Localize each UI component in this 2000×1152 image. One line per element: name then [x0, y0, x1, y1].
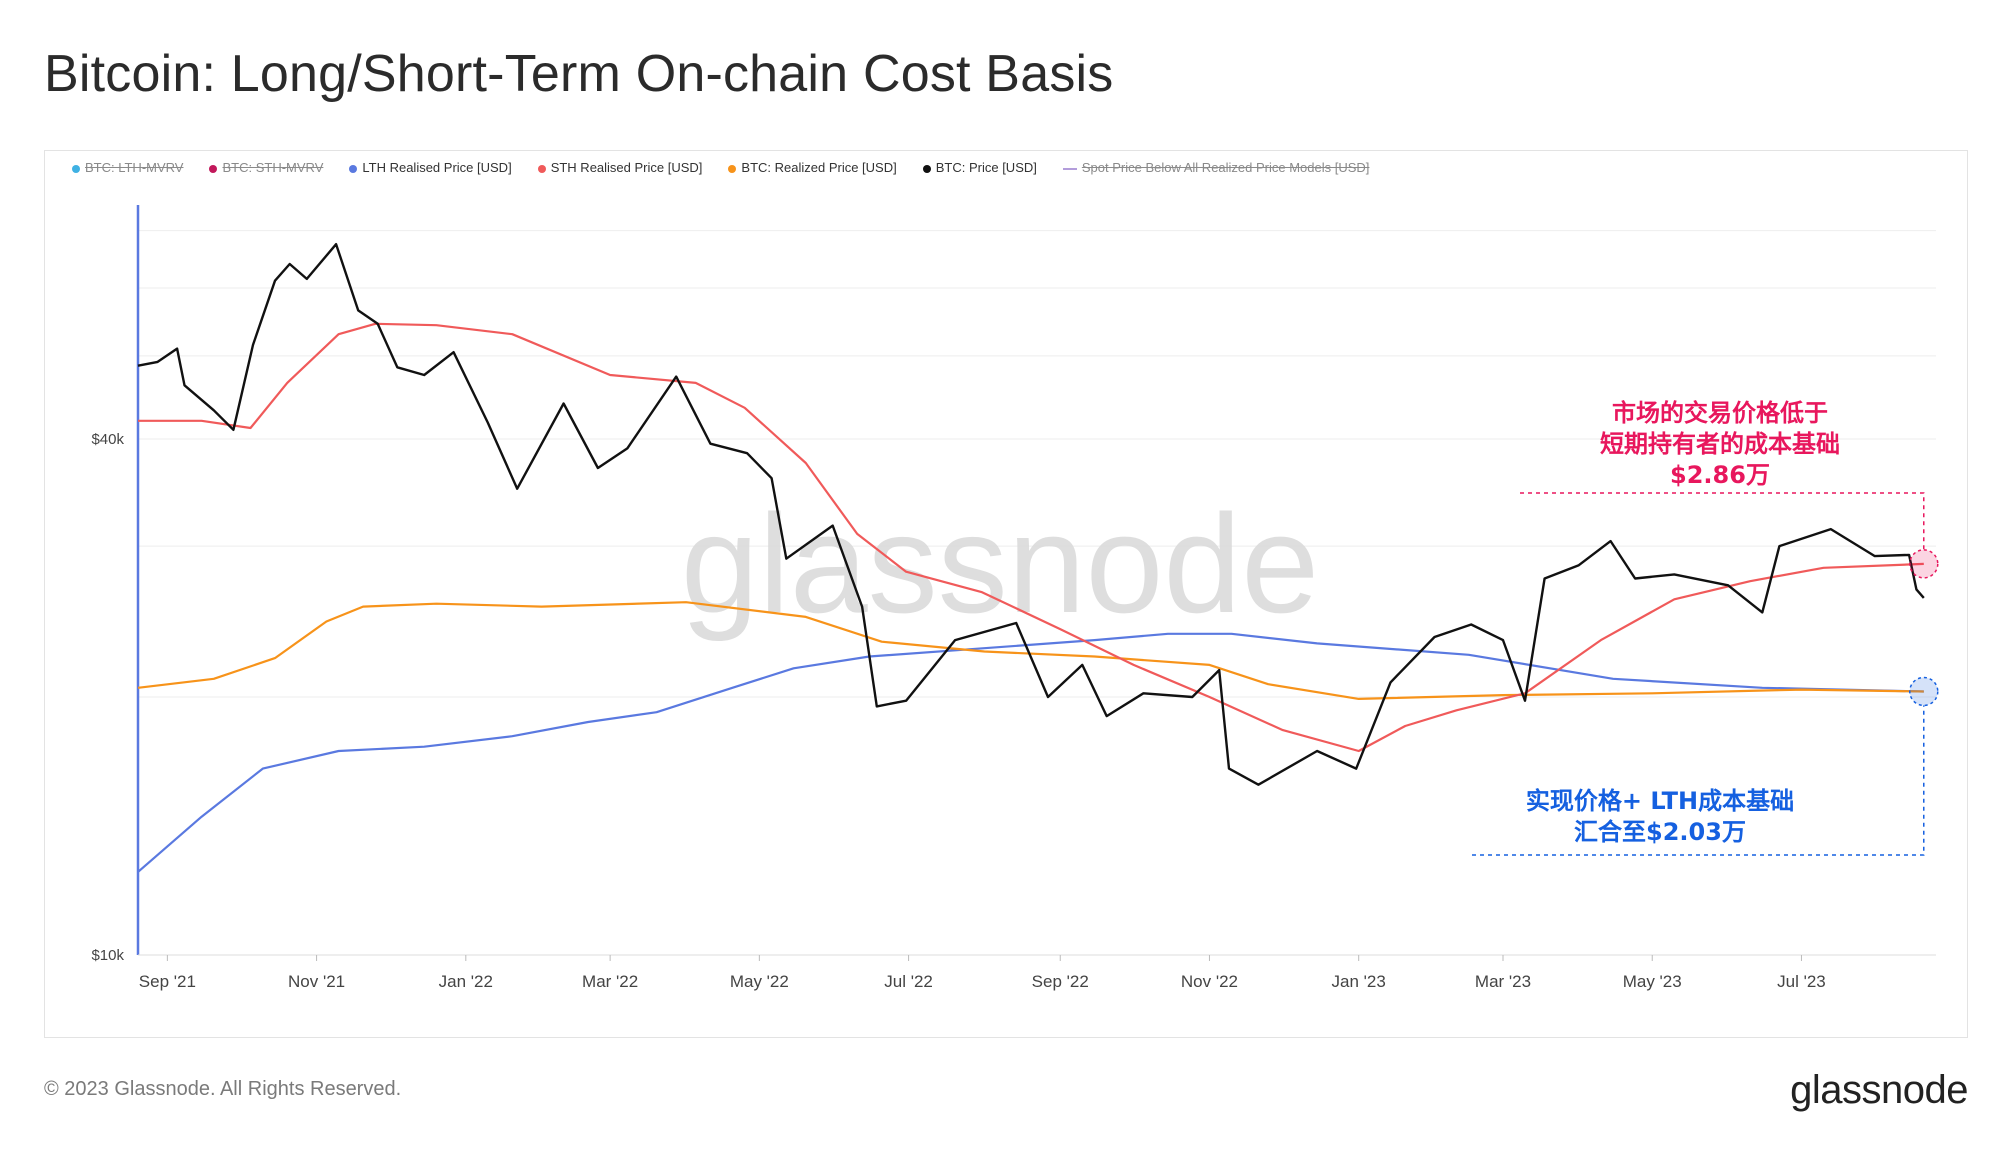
x-tick-label: Sep '21	[139, 972, 196, 991]
x-tick-label: Jul '23	[1777, 972, 1826, 991]
x-tick-label: Mar '23	[1475, 972, 1531, 991]
legend-marker-icon	[922, 164, 931, 173]
legend-item[interactable]: STH Realised Price [USD]	[537, 160, 703, 175]
legend-label: BTC: LTH-MVRV	[85, 160, 184, 175]
sth-connector	[1520, 492, 1925, 550]
legend-marker-icon	[72, 164, 80, 173]
legend-marker-icon	[728, 164, 737, 173]
x-tick-label: Jan '22	[439, 972, 493, 991]
legend-marker-icon	[349, 164, 358, 173]
watermark-text: glassnode	[681, 485, 1319, 642]
legend-label: BTC: Realized Price [USD]	[741, 160, 897, 175]
legend-label: BTC: Price [USD]	[935, 160, 1037, 175]
legend-item[interactable]: LTH Realised Price [USD]	[349, 160, 512, 175]
x-tick-label: May '22	[730, 972, 789, 991]
x-tick-label: Nov '21	[288, 972, 345, 991]
annotation-line: 汇合至$2.03万	[1574, 818, 1746, 846]
series-line	[138, 322, 1924, 753]
legend-item[interactable]: Spot Price Below All Realized Price Mode…	[1062, 160, 1370, 175]
x-tick-label: Sep '22	[1032, 972, 1089, 991]
lth-connector	[1472, 705, 1925, 856]
series-line	[137, 243, 1925, 786]
y-tick-label: $40k	[91, 431, 124, 448]
chart-legend[interactable]: BTC: LTH-MVRV BTC: STH-MVRV LTH Realised P…	[72, 160, 1395, 182]
sth-marker	[1909, 549, 1939, 579]
legend-item[interactable]: BTC: Realized Price [USD]	[728, 160, 897, 175]
legend-label: STH Realised Price [USD]	[550, 160, 703, 175]
lth-annotation: 实现价格+ LTH成本基础 汇合至$2.03万	[1460, 786, 1860, 848]
legend-marker-icon	[1062, 167, 1077, 170]
series-line	[137, 601, 1924, 700]
annotation-line: 短期持有者的成本基础	[1600, 430, 1840, 458]
x-tick-label: May '23	[1623, 972, 1682, 991]
copyright-text: © 2023 Glassnode. All Rights Reserved.	[44, 1078, 402, 1100]
page-title: Bitcoin: Long/Short-Term On-chain Cost B…	[44, 45, 1114, 103]
y-tick-label: $10k	[91, 947, 124, 964]
legend-marker-icon	[537, 164, 546, 173]
chart-panel	[44, 150, 1968, 1038]
legend-label: BTC: STH-MVRV	[222, 160, 324, 175]
lth-marker	[1909, 676, 1939, 707]
legend-item[interactable]: BTC: LTH-MVRV	[72, 160, 183, 175]
x-tick-label: Jul '22	[884, 972, 933, 991]
annotation-line: 市场的交易价格低于	[1612, 399, 1828, 427]
sth-annotation: 市场的交易价格低于 短期持有者的成本基础 $2.86万	[1560, 398, 1880, 491]
legend-marker-icon	[209, 164, 218, 173]
series-line	[137, 632, 1924, 873]
legend-label: LTH Realised Price [USD]	[362, 160, 512, 175]
legend-label: Spot Price Below All Realized Price Mode…	[1081, 160, 1370, 175]
x-tick-label: Nov '22	[1181, 972, 1238, 991]
annotation-line: $2.86万	[1670, 461, 1770, 489]
x-tick-label: Jan '23	[1332, 972, 1386, 991]
annotation-line: 实现价格+ LTH成本基础	[1525, 787, 1795, 815]
legend-item[interactable]: BTC: STH-MVRV	[209, 160, 323, 175]
glassnode-logo[interactable]: glassnode	[1790, 1068, 1968, 1112]
x-tick-label: Mar '22	[582, 972, 638, 991]
legend-item[interactable]: BTC: Price [USD]	[922, 160, 1037, 175]
